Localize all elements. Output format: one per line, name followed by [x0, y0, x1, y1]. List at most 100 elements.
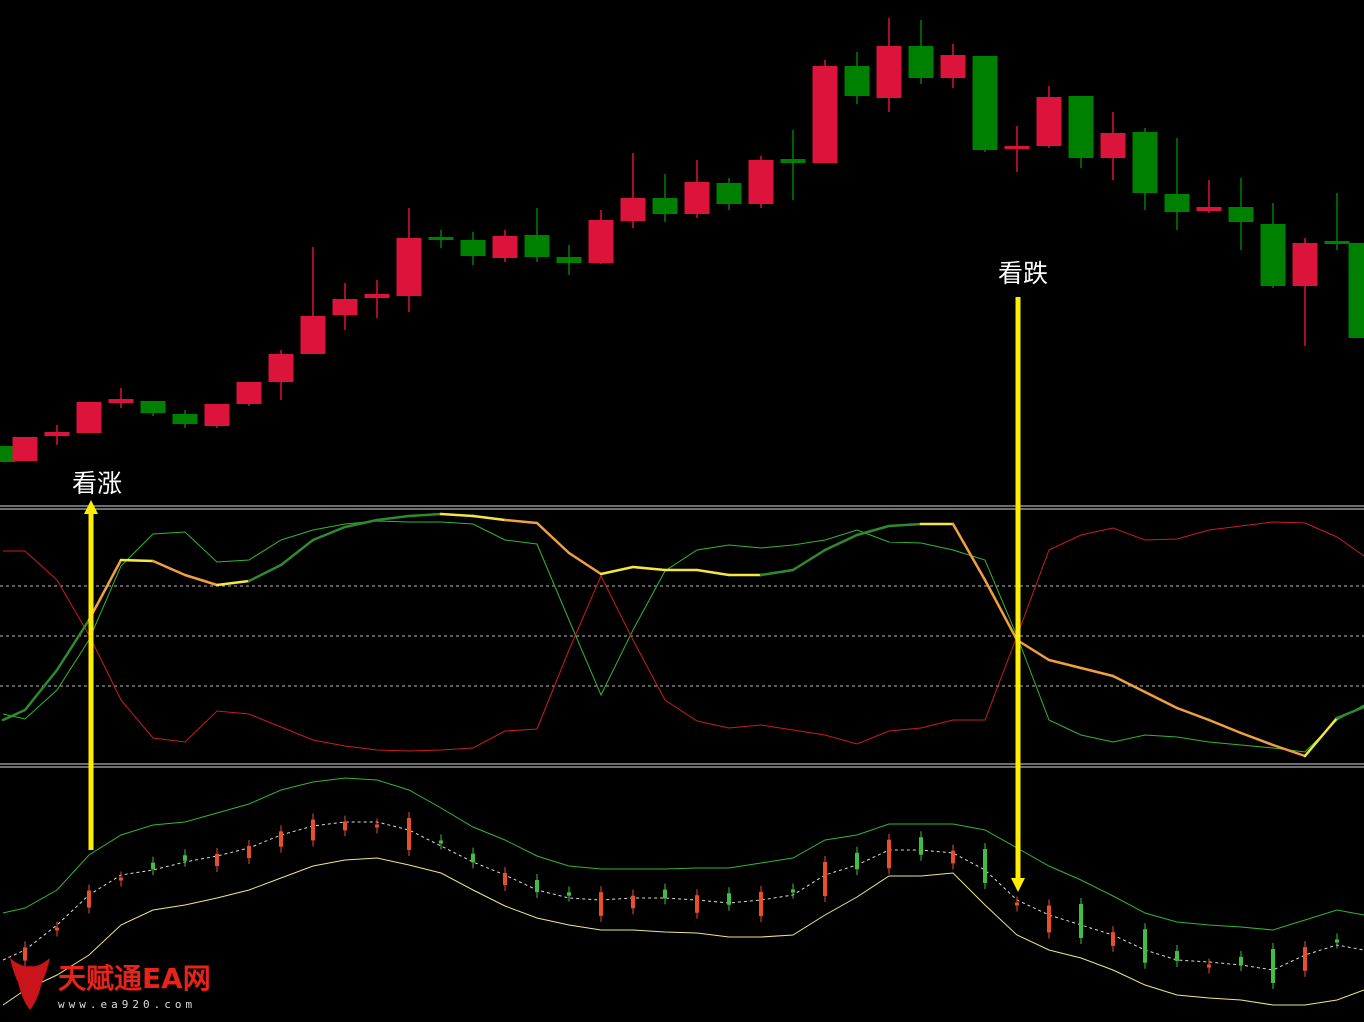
mini-body	[1303, 947, 1307, 971]
mini-body	[759, 891, 763, 917]
lower-band	[2, 857, 1364, 1006]
candle-body	[620, 198, 646, 221]
candle-body	[300, 316, 326, 354]
mini-body	[503, 872, 507, 886]
signal-line	[1239, 731, 1275, 747]
candle-body	[1068, 96, 1094, 158]
oscillator	[1, 512, 1364, 758]
signal-line	[1047, 658, 1083, 670]
candle-body	[332, 299, 358, 315]
mini-body	[119, 877, 123, 881]
logo	[10, 958, 50, 1010]
mini-body	[951, 850, 955, 864]
candle-body	[908, 46, 934, 78]
signal-line	[247, 563, 283, 583]
candle-body	[204, 404, 230, 426]
signal-line	[1207, 718, 1243, 735]
candle-body	[524, 235, 550, 257]
signal-line	[823, 533, 859, 552]
signal-line	[567, 551, 603, 576]
mini-body	[983, 849, 987, 883]
candle-body	[1004, 146, 1030, 149]
mini-body	[375, 824, 379, 828]
candle-body	[236, 382, 262, 404]
price-panel	[0, 18, 1364, 462]
band-panel	[2, 777, 1364, 1006]
mini-body	[1079, 904, 1083, 938]
candle-body	[1132, 132, 1158, 193]
candle-body	[876, 46, 902, 98]
candle-body	[1100, 133, 1126, 158]
candle-body	[140, 401, 166, 413]
mini-body	[407, 818, 411, 850]
candle-body	[460, 240, 486, 256]
mini-body	[439, 840, 443, 844]
signal-line	[1271, 743, 1307, 758]
watermark-url: www.ea920.com	[58, 998, 196, 1011]
mini-body	[535, 879, 539, 893]
mini-body	[471, 853, 475, 863]
candle-body	[1348, 243, 1364, 338]
signal-line	[759, 568, 795, 577]
signal-line	[887, 522, 923, 528]
mini-body	[887, 839, 891, 869]
signal-line	[87, 558, 123, 622]
mini-body	[1047, 905, 1051, 933]
signal-line	[631, 565, 667, 572]
signal-line	[1303, 716, 1339, 758]
candle-body	[1260, 224, 1286, 286]
candle-body	[268, 354, 294, 382]
candle-body	[364, 294, 390, 298]
candle-body	[972, 56, 998, 150]
mini-body	[55, 927, 59, 931]
signal-line	[1079, 666, 1115, 678]
mini-body	[151, 862, 155, 870]
mini-body	[567, 892, 571, 896]
mini-body	[23, 947, 27, 961]
mini-body	[631, 895, 635, 909]
mini-body	[1239, 956, 1243, 966]
candle-body	[172, 414, 198, 424]
mini-body	[727, 893, 731, 905]
signal-line	[471, 514, 507, 522]
mini-body	[1335, 939, 1339, 943]
signal-line	[599, 565, 635, 576]
signal-line	[183, 573, 219, 587]
candle-body	[1164, 194, 1190, 212]
candle-body	[716, 183, 742, 204]
signal-arrows	[84, 297, 1025, 892]
mini-body	[1207, 964, 1211, 968]
candle-body	[1292, 243, 1318, 286]
signal-line	[1015, 638, 1051, 662]
candle-body	[556, 257, 582, 263]
candle-body	[844, 66, 870, 96]
bearish-label: 看跌	[998, 259, 1048, 288]
bullish-label: 看涨	[72, 469, 122, 498]
signal-line	[23, 668, 59, 712]
signal-line	[215, 579, 251, 587]
candle-body	[492, 236, 518, 258]
mini-body	[855, 852, 859, 870]
mini-body	[87, 890, 91, 908]
arrow-head	[84, 500, 98, 514]
mini-body	[311, 819, 315, 841]
signal-line	[503, 518, 539, 525]
candle-body	[684, 182, 710, 214]
mini-body	[1015, 902, 1019, 906]
middle-band	[2, 821, 1364, 971]
signal-line	[791, 548, 827, 572]
upper-band	[2, 777, 1364, 931]
signal-line	[535, 521, 571, 555]
signal-line	[983, 578, 1019, 642]
mini-body	[1175, 951, 1179, 961]
mini-body	[1111, 932, 1115, 946]
green-line	[2, 520, 1364, 753]
mini-body	[1271, 949, 1275, 983]
signal-line	[311, 525, 347, 542]
candle-body	[1196, 207, 1222, 211]
signal-line	[151, 559, 187, 577]
signal-line	[695, 568, 731, 577]
candle-body	[1228, 207, 1254, 222]
signal-line	[407, 512, 443, 518]
candle-body	[76, 402, 102, 433]
